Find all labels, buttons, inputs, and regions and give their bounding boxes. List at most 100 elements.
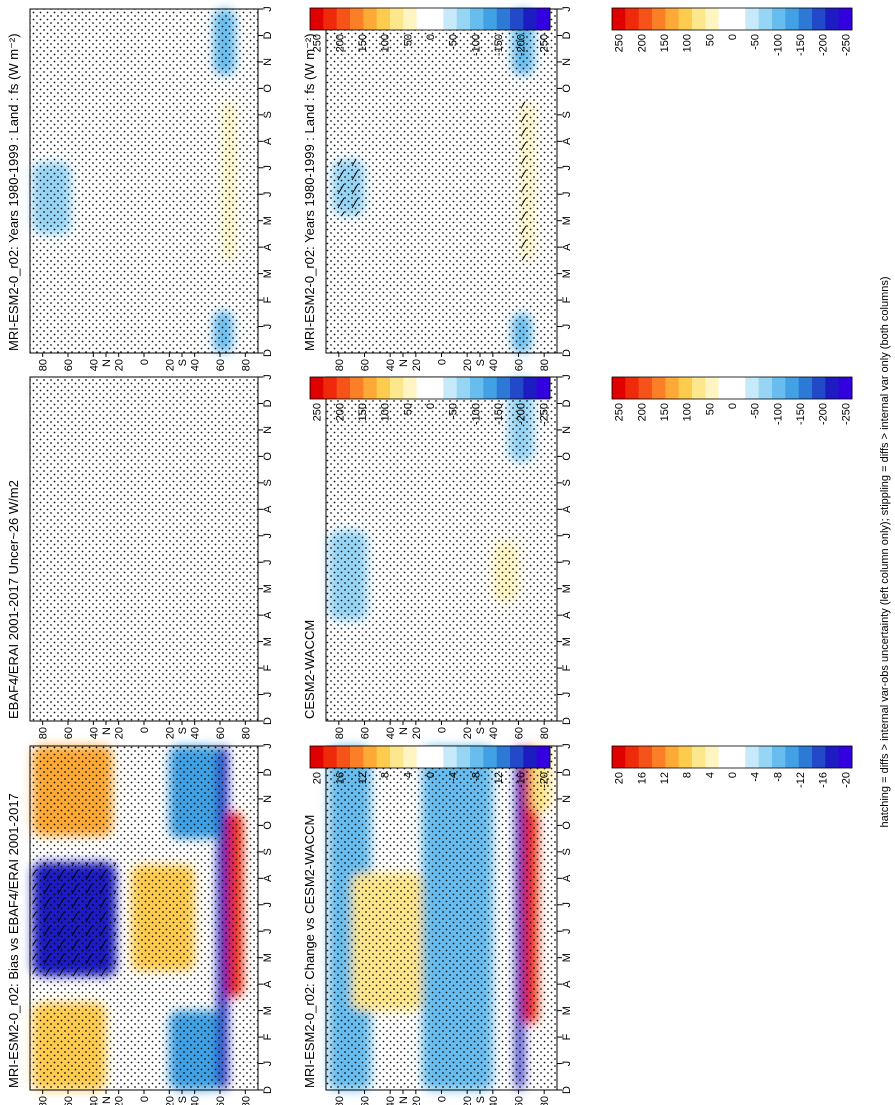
colorbar-swatch (638, 8, 653, 30)
colorbar-swatch (772, 377, 786, 399)
colorbar-swatch (612, 8, 626, 30)
colorbar-swatch (798, 746, 813, 768)
lat-label: 20 (411, 727, 423, 739)
colorbar-tick-label: -200 (516, 403, 528, 425)
month-label: M (262, 584, 274, 593)
month-label: J (561, 692, 573, 698)
month-label: A (262, 980, 274, 988)
lat-label: 0 (139, 1096, 151, 1102)
lat-label: S (475, 359, 487, 366)
colorbar-tick-label: -100 (470, 34, 482, 56)
lat-label: 20 (114, 727, 126, 739)
colorbar-swatch (665, 746, 680, 768)
lat-label: 80 (240, 359, 252, 371)
colorbar-swatch (758, 8, 773, 30)
month-label: J (262, 533, 274, 539)
month-label: M (262, 1006, 274, 1015)
colorbar-swatch (510, 746, 524, 768)
month-label: D (262, 31, 274, 39)
month-label: J (262, 191, 274, 197)
colorbar-swatch (785, 8, 800, 30)
colorbar-tick-label: -50 (448, 403, 460, 419)
colorbar-tick-label: 50 (402, 34, 414, 46)
colorbar-tick-label: -100 (470, 403, 482, 425)
colorbar-swatch (496, 746, 511, 768)
month-label: J (561, 1061, 573, 1067)
month-label: D (262, 1086, 274, 1094)
month-label: M (561, 953, 573, 962)
lat-label: 80 (539, 1096, 551, 1105)
month-label: J (262, 743, 274, 749)
colorbar-swatch (430, 746, 444, 768)
lat-label: 20 (411, 359, 423, 371)
colorbar-swatch (732, 8, 746, 30)
lat-label: N (398, 1096, 410, 1104)
month-label: J (561, 374, 573, 380)
month-label: S (262, 479, 274, 486)
lat-label: 80 (240, 1096, 252, 1105)
month-label: F (561, 1033, 573, 1040)
colorbar-tick-label: 50 (704, 34, 716, 46)
colorbar-swatch (825, 377, 840, 399)
month-label: J (561, 324, 573, 330)
lat-label: 60 (514, 359, 526, 371)
colorbar-tick-label: 50 (402, 403, 414, 415)
hatching-nh-summer-strong-negative (32, 862, 117, 977)
lat-label: 20 (114, 359, 126, 371)
month-label: A (262, 243, 274, 251)
colorbar-tick-label: 16 (636, 772, 648, 784)
lat-label: 60 (63, 727, 75, 739)
colorbar-tick-label: 16 (334, 772, 346, 784)
colorbar-swatch (523, 746, 538, 768)
month-label: J (561, 191, 573, 197)
lat-label: S (475, 727, 487, 734)
colorbar-tick-label: -200 (818, 403, 830, 425)
month-label: J (561, 743, 573, 749)
month-label: F (561, 664, 573, 671)
month-label: M (262, 953, 274, 962)
colorbar-tick-label: 250 (312, 403, 324, 421)
colorbar-swatch (612, 746, 626, 768)
lat-label: 20 (462, 727, 474, 739)
colorbar-tick-label: -12 (795, 772, 807, 788)
colorbar-swatch (310, 746, 324, 768)
colorbar-frame (611, 376, 853, 400)
colorbar-swatch (310, 8, 324, 30)
colorbar-swatch (798, 8, 813, 30)
month-label: N (262, 795, 274, 803)
lat-label: 40 (190, 1096, 202, 1105)
colorbar-swatch (625, 746, 640, 768)
month-label: A (561, 874, 573, 882)
colorbar-swatch (470, 377, 484, 399)
colorbar-tick-label: 12 (659, 772, 671, 784)
colorbar-swatch (390, 8, 404, 30)
colorbar-swatch (705, 377, 720, 399)
colorbar-swatch (350, 746, 364, 768)
colorbar-tick-label: -250 (840, 403, 852, 425)
colorbar-swatch (376, 377, 391, 399)
month-label: A (561, 137, 573, 145)
lat-label: 0 (139, 359, 151, 365)
month-label: A (262, 611, 274, 619)
colorbar-swatch (336, 746, 351, 768)
lat-label: 60 (215, 1096, 227, 1105)
month-label: O (262, 821, 274, 830)
colorbar-swatch (665, 8, 680, 30)
colorbar-tick-label: 150 (659, 403, 671, 421)
colorbar-tick-label: 200 (636, 34, 648, 52)
colorbar-tick-label: -50 (448, 34, 460, 50)
month-label: N (561, 426, 573, 434)
colorbar-p3: 250 200 150 100 50 0 -50 -100 -150 -200 -250 (309, 376, 551, 425)
month-label: M (561, 584, 573, 593)
month-label: J (262, 559, 274, 565)
colorbar-tick-label: -250 (538, 403, 550, 425)
colorbar-swatch (416, 8, 431, 30)
colorbar-tick-label: 100 (682, 34, 694, 52)
month-label: O (561, 821, 573, 830)
colorbar-swatch (785, 746, 800, 768)
month-label: M (262, 216, 274, 225)
month-label: J (262, 6, 274, 12)
colorbar-tick-label: 4 (704, 772, 716, 778)
colorbar-swatch (376, 8, 391, 30)
lat-label: N (101, 727, 113, 735)
